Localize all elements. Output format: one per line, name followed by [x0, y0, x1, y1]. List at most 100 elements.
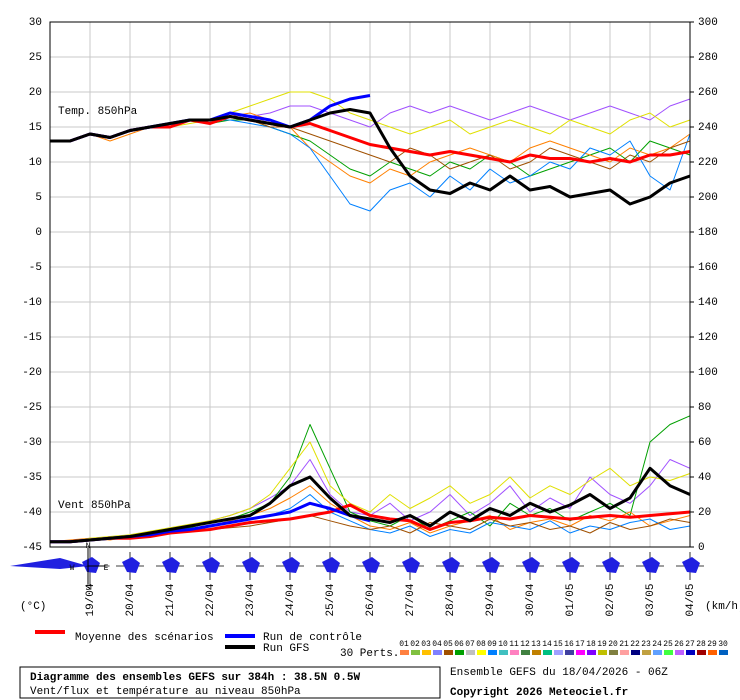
pert-swatch: [576, 650, 585, 655]
wind-rose-petal: [402, 557, 420, 573]
wind-rose-petal: [642, 557, 660, 573]
pert-label: 23: [641, 640, 651, 649]
pert-swatch: [499, 650, 508, 655]
y-tick-label: -15: [22, 332, 42, 344]
pert-swatch: [444, 650, 453, 655]
pert-label: 26: [674, 640, 684, 649]
pert-label: 24: [652, 640, 662, 649]
pert-label: 09: [487, 640, 497, 649]
y2-tick-label: 200: [698, 192, 718, 204]
wind-rose-petal: [362, 557, 380, 573]
perturbation-line: [50, 441, 691, 543]
pert-label: 01: [399, 640, 409, 649]
caption-box: [19, 666, 441, 699]
pert-label: 05: [443, 640, 453, 649]
pert-swatch: [521, 650, 530, 655]
wind-rose-petal: [682, 557, 700, 573]
y2-tick-label: 120: [698, 332, 718, 344]
x-tick-label: 21/04: [165, 583, 177, 616]
pert-label: 17: [575, 640, 585, 649]
x-tick-label: 25/04: [325, 583, 337, 616]
rose-label: W: [70, 564, 75, 573]
y2-tick-label: 100: [698, 367, 718, 379]
wind-rose-petal: [282, 557, 300, 573]
pert-swatch: [400, 650, 409, 655]
pert-label: 18: [586, 640, 596, 649]
pert-swatch: [543, 650, 552, 655]
pert-label: 16: [564, 640, 574, 649]
perts-label: 30 Perts.: [340, 648, 399, 660]
pert-swatch: [719, 650, 728, 655]
y2-tick-label: 240: [698, 122, 718, 134]
pert-swatch: [466, 650, 475, 655]
y-axis-label: (°C): [20, 601, 46, 613]
x-tick-label: 24/04: [285, 583, 297, 616]
main-line: [50, 108, 691, 206]
pert-label: 08: [476, 640, 486, 649]
pert-swatch: [411, 650, 420, 655]
wind-rose-petal: [482, 557, 500, 573]
x-tick-label: 28/04: [445, 583, 457, 616]
rose-label: S: [86, 584, 91, 593]
y2-tick-label: 300: [698, 17, 718, 29]
y-tick-label: 25: [29, 52, 42, 64]
pert-swatch: [510, 650, 519, 655]
legend-label: Moyenne des scénarios: [75, 632, 214, 644]
pert-label: 06: [454, 640, 464, 649]
y2-tick-label: 140: [698, 297, 718, 309]
pert-swatch: [653, 650, 662, 655]
y2-tick-label: 260: [698, 87, 718, 99]
pert-swatch: [598, 650, 607, 655]
y-tick-label: 5: [35, 192, 42, 204]
pert-label: 30: [718, 640, 728, 649]
y2-tick-label: 280: [698, 52, 718, 64]
x-tick-label: 20/04: [125, 583, 137, 616]
pert-swatch: [631, 650, 640, 655]
pert-swatch: [532, 650, 541, 655]
y-tick-label: 0: [35, 227, 42, 239]
pert-swatch: [708, 650, 717, 655]
pert-label: 25: [663, 640, 673, 649]
pert-swatch: [587, 650, 596, 655]
main-line: [50, 503, 691, 544]
pert-swatch: [477, 650, 486, 655]
caption-subtitle: Vent/flux et température au niveau 850hP…: [30, 686, 301, 698]
y-tick-label: -30: [22, 437, 42, 449]
x-tick-label: 22/04: [205, 583, 217, 616]
y-tick-label: 20: [29, 87, 42, 99]
panel-label: Vent 850hPa: [58, 500, 131, 512]
y2-tick-label: 160: [698, 262, 718, 274]
y2-axis-label: (km/h): [705, 601, 740, 613]
y2-tick-label: 180: [698, 227, 718, 239]
x-tick-label: 27/04: [405, 583, 417, 616]
y-tick-label: -25: [22, 402, 42, 414]
wind-rose-petal: [562, 557, 580, 573]
pert-label: 22: [630, 640, 640, 649]
copyright: Copyright 2026 Meteociel.fr: [450, 687, 628, 699]
wind-rose-petal: [322, 557, 340, 573]
y-tick-label: 10: [29, 157, 42, 169]
wind-rose-petal: [162, 557, 180, 573]
x-tick-label: 19/04: [85, 583, 97, 616]
pert-swatch: [488, 650, 497, 655]
pert-swatch: [620, 650, 629, 655]
pert-label: 07: [465, 640, 475, 649]
y2-tick-label: 40: [698, 472, 711, 484]
pert-label: 13: [531, 640, 541, 649]
x-tick-label: 04/05: [685, 583, 697, 616]
pert-swatch: [697, 650, 706, 655]
y-tick-label: 15: [29, 122, 42, 134]
x-tick-label: 03/05: [645, 583, 657, 616]
pert-label: 12: [520, 640, 530, 649]
pert-label: 20: [608, 640, 618, 649]
pert-swatch: [422, 650, 431, 655]
pert-swatch: [664, 650, 673, 655]
rose-label: E: [104, 564, 109, 573]
y2-tick-label: 0: [698, 542, 705, 554]
plot-frame: [49, 21, 691, 548]
pert-label: 21: [619, 640, 629, 649]
wind-rose-petal: [442, 557, 460, 573]
y2-tick-label: 60: [698, 437, 711, 449]
